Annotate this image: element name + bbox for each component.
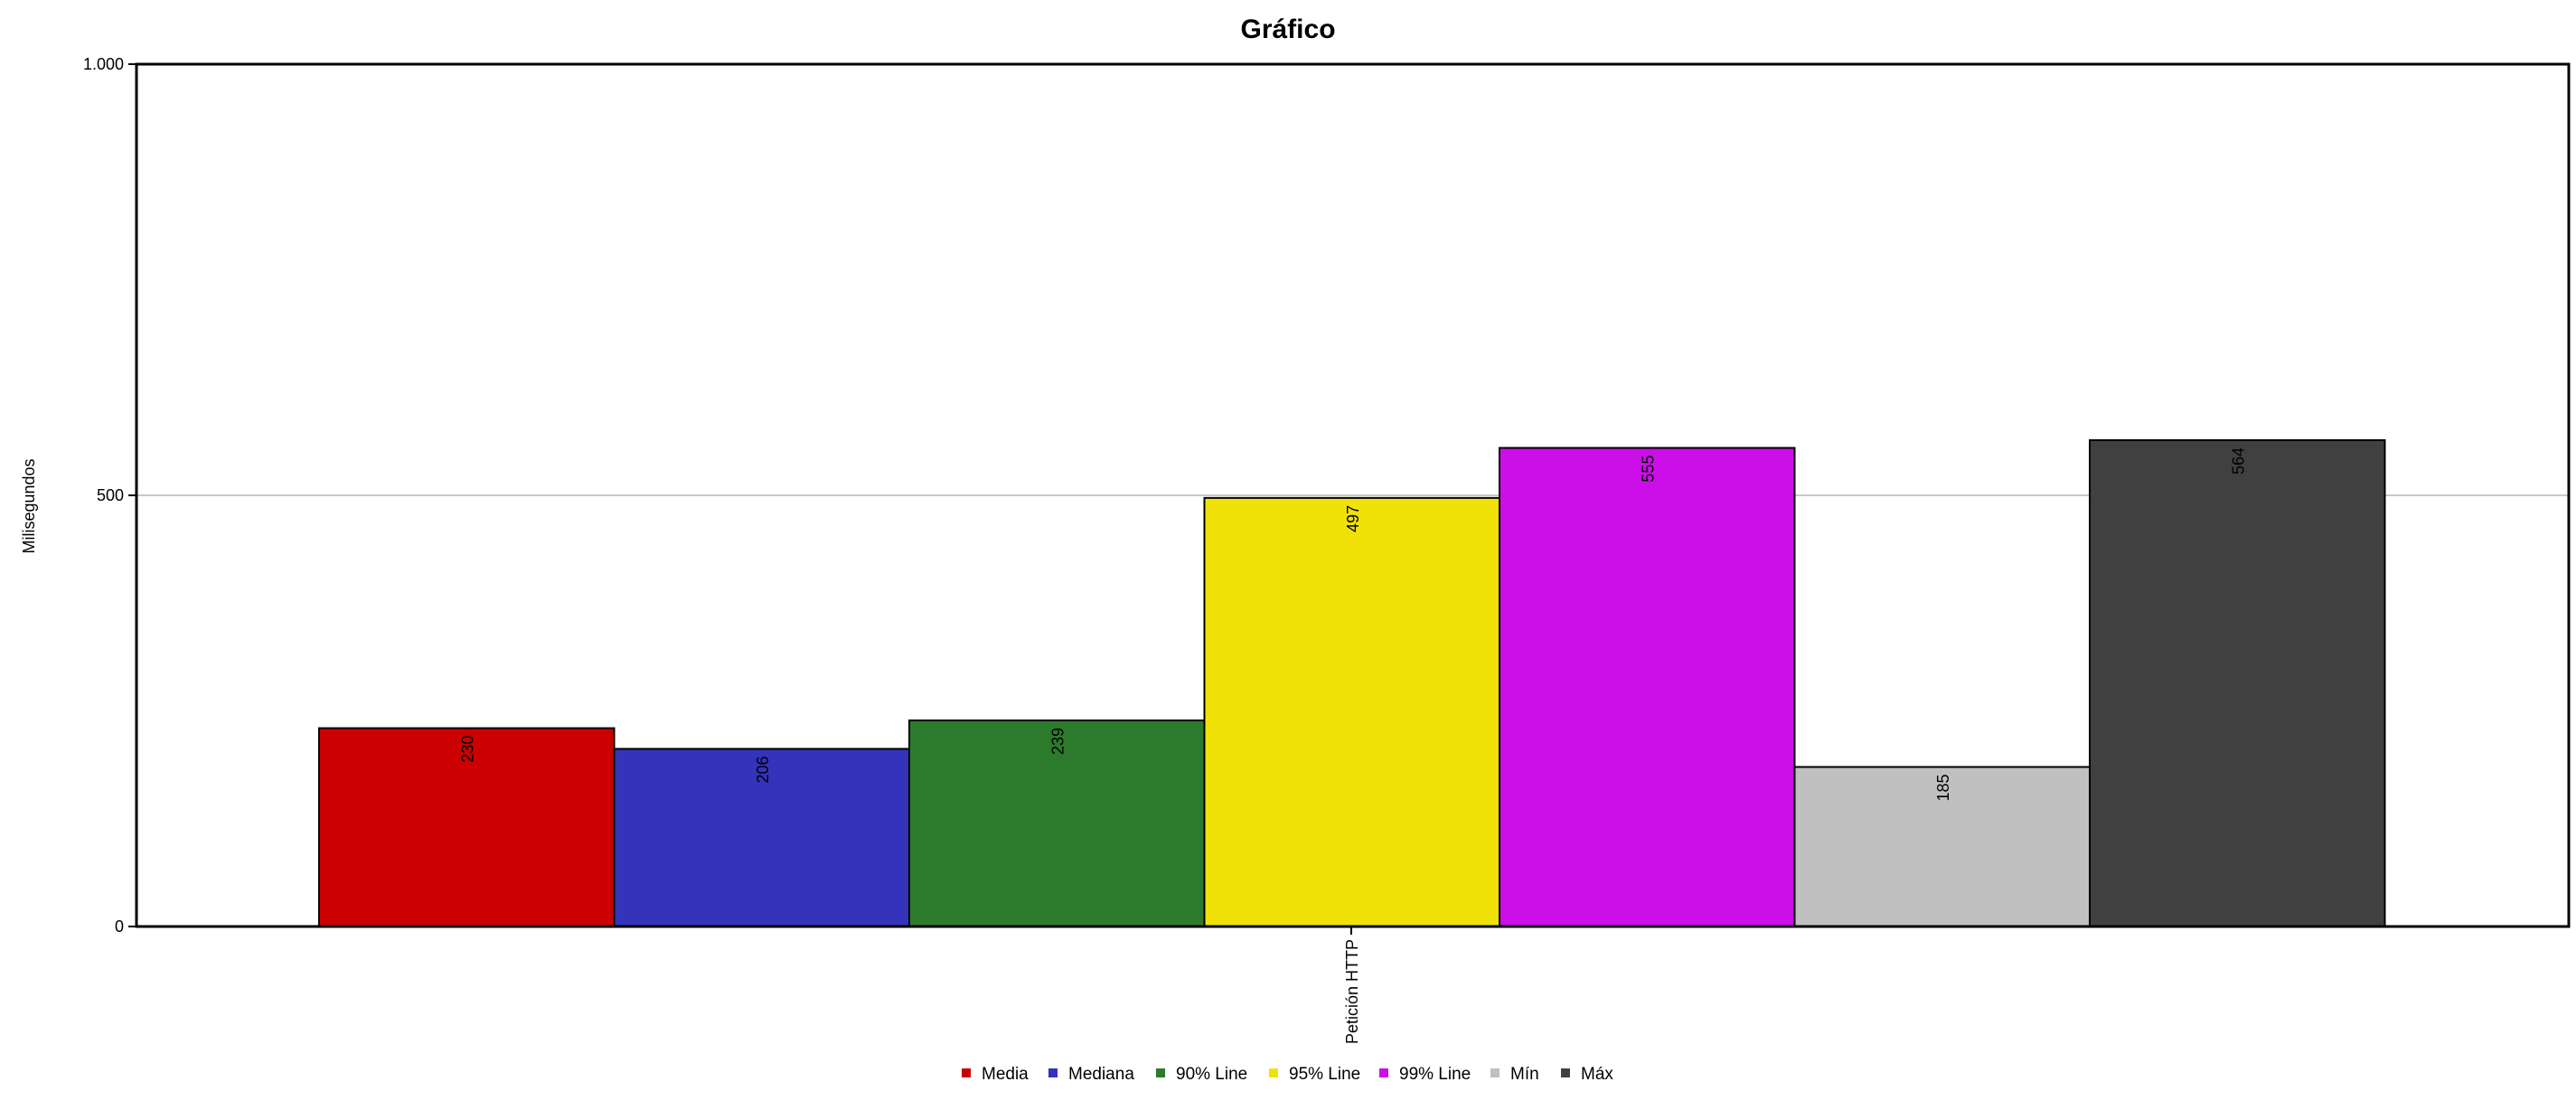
y-tick-label: 1.000 [83,55,124,73]
x-category-label: Petición HTTP [1343,939,1361,1044]
y-axis-label: Milisegundos [20,458,38,553]
legend-swatch [1269,1068,1278,1077]
legend-swatch [1561,1068,1570,1077]
legend-swatch [1379,1068,1388,1077]
legend-label: Media [982,1065,1029,1084]
bar-99-line [1499,447,1796,927]
legend-label: 95% Line [1289,1065,1360,1084]
legend: Media Mediana 90% Line 95% Line 99% Line Mín M… [962,1065,1613,1084]
legend-swatch [1048,1068,1058,1077]
y-axis-ticks: 0 500 1.000 [83,55,136,936]
plot-area-frame [135,62,2571,928]
legend-label: Mín [1510,1065,1539,1084]
bar-m-x [2089,438,2386,928]
bars [318,438,2386,928]
data-label: 497 [1344,505,1362,532]
legend-label: Máx [1581,1065,1613,1084]
legend-swatch [962,1068,971,1077]
data-label: 239 [1048,728,1067,755]
x-axis-categories: Petición HTTP [1343,927,1361,1044]
data-label: 564 [2229,447,2247,475]
data-label: 555 [1639,456,1657,483]
chart-title: Gráfico [1240,14,1335,44]
data-label: 185 [1934,775,1952,802]
data-labels: 230 206 239 497 555 185 564 [458,447,2247,802]
data-label: 230 [458,736,476,763]
y-tick-label: 500 [97,486,124,504]
data-label: 206 [754,756,772,783]
legend-swatch [1156,1068,1165,1077]
bar-m-n [1793,766,2091,928]
legend-swatch [1490,1068,1500,1077]
bar-mediana [613,748,910,928]
legend-label: 90% Line [1176,1065,1247,1084]
legend-label: Mediana [1068,1065,1134,1084]
bar-95-line [1203,496,1500,927]
y-tick-label: 0 [115,917,124,936]
legend-label: 99% Line [1399,1065,1471,1084]
